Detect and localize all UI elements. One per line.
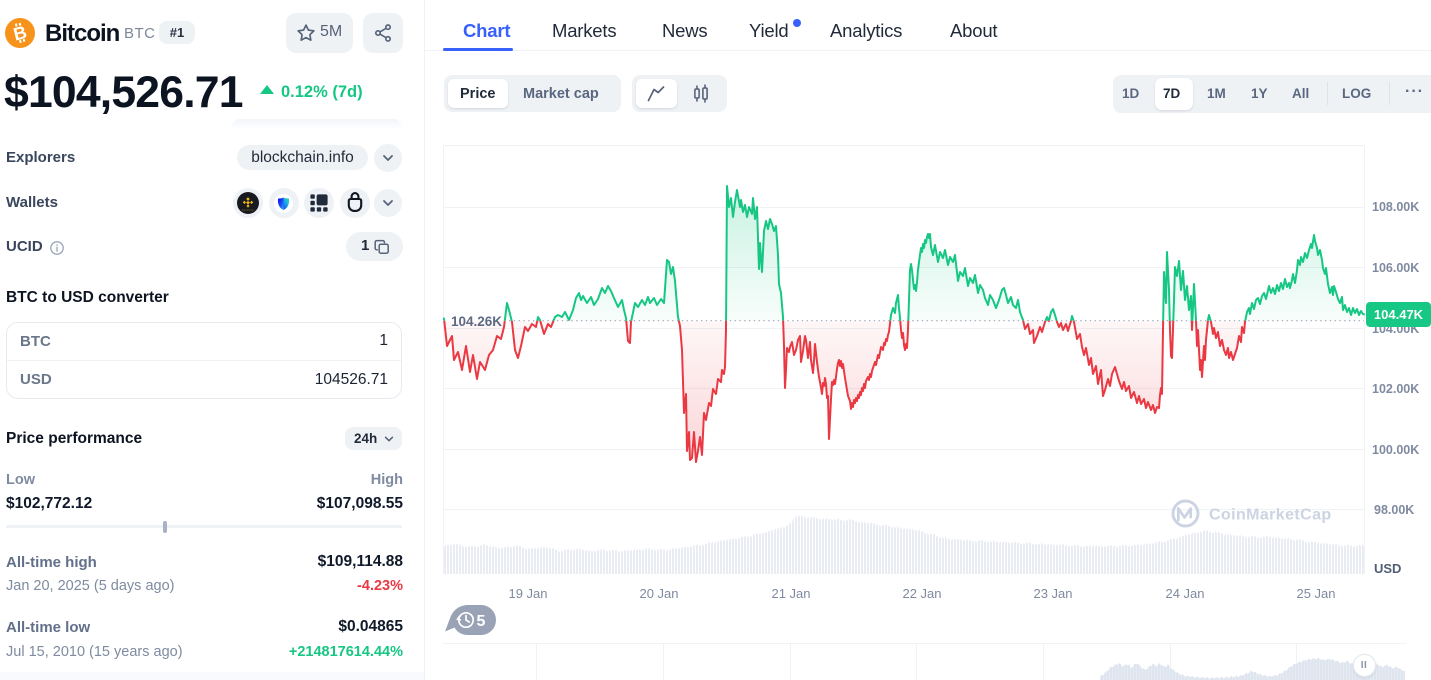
svg-text:BINANCE: BINANCE [242,209,254,212]
svg-text:CoinMarketCap: CoinMarketCap [1209,507,1332,524]
svg-text:5: 5 [477,613,486,630]
